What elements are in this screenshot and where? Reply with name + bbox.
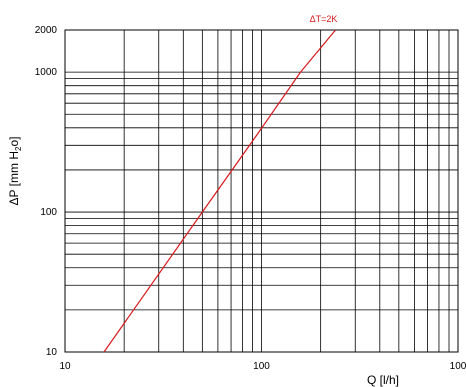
x-tick-label: 100: [253, 361, 270, 372]
plot-border: [64, 29, 459, 353]
y-axis-title-suffix: o]: [7, 137, 21, 147]
tick-labels: 10 100 100 10 100 1000 2000: [35, 25, 466, 372]
y-tick-label: 10: [46, 347, 58, 358]
series-label: ΔT=2K: [310, 14, 338, 24]
y-tick-label: 100: [40, 207, 57, 218]
y-axis-title-prefix: ΔP [mm H: [7, 151, 21, 205]
y-tick-label: 1000: [35, 67, 58, 78]
y-axis-title-subscript: 2: [14, 146, 23, 151]
x-axis-title: Q [l/h]: [367, 373, 399, 387]
y-axis-title: ΔP [mm H2o]: [7, 137, 23, 206]
y-tick-label: 2000: [35, 25, 58, 36]
series-layer: ΔT=2K: [103, 14, 338, 353]
x-tick-label: 10: [59, 361, 71, 372]
x-tick-label: 100: [450, 361, 466, 372]
plot-frame: [64, 29, 459, 353]
series-line: [103, 29, 336, 353]
grid: [65, 30, 458, 352]
